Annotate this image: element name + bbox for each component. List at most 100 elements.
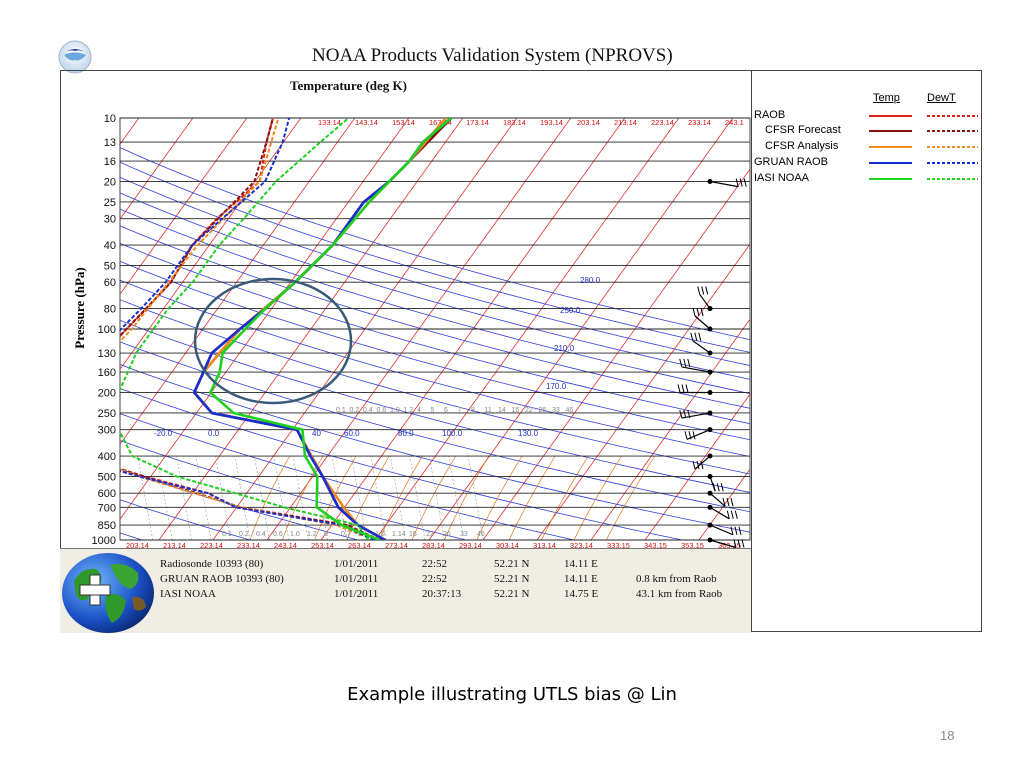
mixing-ratio-label: 16 (409, 531, 417, 538)
wind-barb-flag (687, 358, 691, 368)
isentrope-label: 80.0 (398, 429, 414, 438)
dry-adiabat-line (120, 468, 359, 540)
pressure-tick-label: 25 (104, 197, 116, 209)
pressure-tick-label: 30 (104, 214, 116, 226)
mixing-ratio-label: 1.2 (404, 407, 414, 414)
wind-barb-flag (734, 510, 738, 519)
wind-barb-flag (730, 526, 734, 535)
isotherm-line (120, 118, 194, 220)
legend-swatches (869, 115, 978, 180)
series-layer (120, 118, 453, 540)
mixing-ratio-label: 46 (566, 407, 574, 414)
wind-barb-flag (692, 431, 696, 440)
series-line-iasi-noaa-dewt (120, 118, 370, 540)
skewt-chart: 1013162025304050608010013016020025030040… (92, 113, 751, 550)
top-temp-tick-label: 213.14 (614, 118, 637, 127)
pressure-tick-label: 400 (98, 451, 116, 463)
wind-barb-flag (692, 460, 696, 470)
wind-barb-shaft (709, 492, 726, 507)
wind-barb-shaft (709, 506, 730, 520)
info-date: 1/01/2011 (334, 573, 379, 585)
pressure-tick-label: 10 (104, 113, 116, 125)
top-temp-tick-label: 183.14 (503, 118, 526, 127)
wind-barb-flag (700, 307, 704, 317)
info-time: 22:52 (422, 573, 448, 585)
wind-barb-flag (698, 332, 702, 341)
legend-panel: Temp DewT RAOB CFSR Forecast CFSR Analys… (751, 70, 982, 632)
mixing-ratio-label: 46 (477, 531, 485, 538)
info-distance: 43.1 km from Raob (636, 588, 723, 600)
info-distance: 0.8 km from Raob (636, 573, 717, 585)
isotherm-line (644, 393, 750, 540)
mixing-ratio-label: 1.0 (290, 531, 300, 538)
pressure-tick-label: 160 (98, 367, 116, 379)
wind-barb-flag (739, 178, 743, 187)
wind-barb-flag (730, 498, 734, 507)
mixing-ratio-label: 22 (426, 531, 434, 538)
bottom-temp-tick-label: 203.14 (126, 541, 149, 550)
legend-label-cfsr-forecast: CFSR Forecast (765, 124, 841, 136)
isentrope-label: 0.0 (208, 429, 220, 438)
isotherm-line (120, 118, 248, 295)
pressure-tick-label: 130 (98, 348, 116, 360)
bottom-temp-tick-label: 263.14 (348, 541, 371, 550)
page-title: NOAA Products Validation System (NPROVS) (312, 45, 673, 66)
wind-barb-shaft (681, 366, 711, 373)
mixing-ratio-label: 0.1 (222, 531, 232, 538)
pressure-tick-label: 40 (104, 240, 116, 252)
pressure-tick-label: 300 (98, 425, 116, 437)
mixing-ratio-label: 0.4 (256, 531, 266, 538)
noaa-logo-icon (58, 40, 92, 74)
wind-barb-flag (679, 358, 683, 368)
mixing-ratio-label: 11 (485, 407, 492, 414)
wind-barb-flag (677, 384, 681, 393)
globe-icon[interactable] (60, 551, 156, 633)
bottom-temp-tick-label: 283.14 (422, 541, 445, 550)
info-lat: 52.21 N (494, 558, 530, 570)
series-line-gruan-raob-dewt (120, 118, 375, 540)
pressure-tick-label: 20 (104, 177, 116, 189)
mixing-ratio-label: 33 (552, 407, 560, 414)
wind-barb-flag (726, 498, 730, 507)
bottom-temp-tick-label: 333.15 (607, 541, 630, 550)
wind-barb-flag (705, 286, 709, 295)
mixing-ratio-label: 22 (525, 407, 533, 414)
bottom-temp-tick-label: 233.14 (237, 541, 260, 550)
pressure-tick-label: 16 (104, 156, 116, 168)
legend-label-gruan-raob: GRUAN RAOB (754, 156, 828, 168)
mixing-ratio-label: 0 (324, 531, 328, 538)
top-temp-tick-label: 203.14 (577, 118, 600, 127)
isentrope-label: -20.0 (154, 429, 173, 438)
info-row: IASI NOAA 1/01/2011 20:37:13 52.21 N 14.… (160, 588, 751, 602)
wind-barb-flag (741, 539, 745, 548)
bottom-temp-tick-label: 223.14 (200, 541, 223, 550)
wind-barb-flag (688, 431, 692, 440)
wind-barb-flag (696, 460, 700, 470)
pressure-tick-label: 13 (104, 137, 116, 149)
wind-barb-flag (743, 178, 747, 187)
wind-barb-flag (692, 307, 696, 317)
mixing-ratio-label: 14 (498, 407, 506, 414)
mixing-ratio-label: 0.7 (341, 531, 351, 538)
info-name: Radiosonde 10393 (80) (160, 558, 264, 570)
wind-barb-flag (679, 409, 683, 419)
wind-barb-flag (681, 384, 685, 393)
series-line-iasi-noaa (208, 118, 453, 540)
wind-barb-flag (687, 409, 691, 419)
mixing-ratio-label: 16 (512, 407, 520, 414)
mixing-ratio-label: 5 (431, 407, 435, 414)
pressure-tick-label: 600 (98, 488, 116, 500)
mixing-ratio-label: 1.0 (375, 531, 385, 538)
wind-barb-flag (716, 483, 720, 492)
info-lon: 14.11 E (564, 573, 598, 585)
isotherm-line (698, 468, 750, 540)
mixing-ratio-label: 26 (539, 407, 547, 414)
wind-barb-flag (683, 358, 687, 368)
bottom-temp-tick-label: 243.14 (274, 541, 297, 550)
top-temp-tick-label: 193.14 (540, 118, 563, 127)
wind-barb-flag (685, 384, 689, 393)
wind-barb-flag (694, 332, 698, 341)
isentrope-label: 280.0 (580, 276, 601, 285)
wind-barb-flag (701, 286, 705, 295)
wind-barb-flag (700, 460, 704, 470)
